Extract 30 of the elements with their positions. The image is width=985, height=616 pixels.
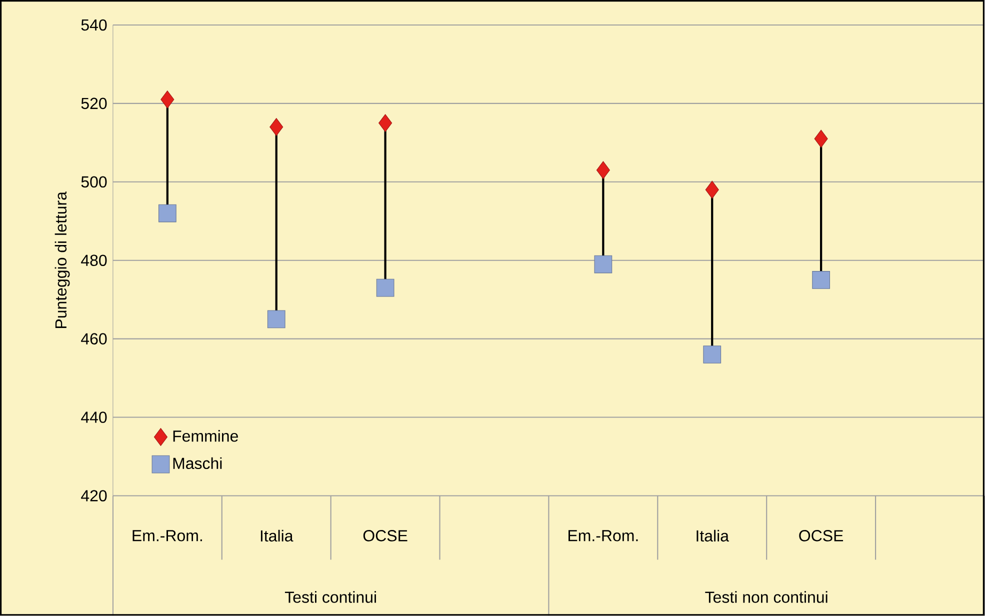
point [814, 130, 828, 148]
legend-label: Maschi [173, 457, 222, 469]
text: Testi non continui [705, 591, 828, 603]
x-tick-label: Italia [260, 530, 294, 542]
point [703, 345, 722, 364]
point [812, 270, 830, 289]
y-axis-title: Punteggio di lettura [54, 191, 70, 328]
y-tick-label: 440 [81, 412, 107, 423]
text: Testi continui [284, 591, 376, 603]
x-tick-label: Em.-Rom. [568, 530, 638, 542]
point [378, 114, 392, 132]
point [267, 310, 286, 328]
x-tick-label: OCSE [799, 530, 844, 542]
point [376, 278, 394, 297]
y-tick-label: 500 [81, 176, 107, 188]
x-tick-label: Italia [696, 530, 729, 542]
x-tick-label: OCSE [363, 530, 408, 542]
y-tick-label: 540 [81, 19, 107, 31]
y-tick-label: 480 [81, 254, 107, 266]
y-tick-label: 520 [81, 98, 107, 109]
y-tick-label: 420 [81, 490, 107, 502]
point [160, 90, 174, 108]
point [596, 161, 610, 179]
x-tick-label: Em.-Rom. [132, 530, 202, 542]
point [594, 255, 612, 274]
point [270, 118, 284, 136]
point [158, 204, 176, 222]
y-tick-label: 460 [81, 333, 107, 344]
legend-label: Femmine [173, 430, 238, 442]
point [705, 180, 719, 199]
